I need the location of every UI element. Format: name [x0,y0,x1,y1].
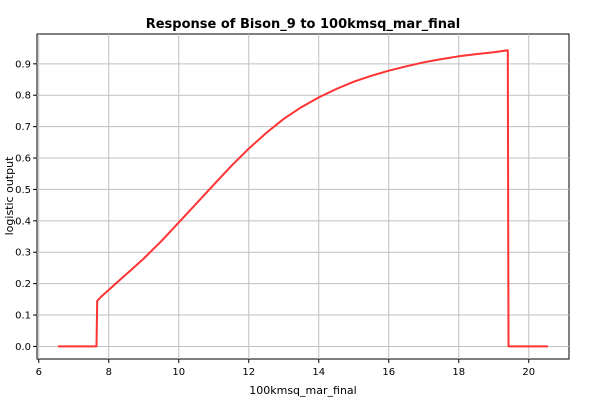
y-tick-label: 0.6 [15,154,31,165]
x-tick-label: 16 [382,367,395,378]
plot-area [36,33,570,360]
y-tick-label: 0.5 [15,185,31,196]
y-tick-label: 0.4 [15,216,31,227]
x-tick-label: 6 [36,367,42,378]
x-tick-label: 12 [242,367,255,378]
x-tick-label: 10 [172,367,185,378]
y-tick-label: 0.0 [15,342,31,353]
x-tick-label: 8 [106,367,112,378]
x-tick-label: 18 [452,367,465,378]
axis-ticks: 6 8 10 12 14 16 18 20 0.0 0.1 0.2 0.3 0.4 0.5 0.6 0.7 0.… [15,59,535,378]
y-tick-label: 0.2 [15,279,31,290]
y-axis-label: logistic output [3,156,16,235]
grid [37,34,569,359]
y-tick-label: 0.1 [15,311,31,322]
response-curve [58,49,548,348]
x-axis-label: 100kmsq_mar_final [249,384,356,397]
y-tick-label: 0.9 [15,59,31,70]
y-tick-label: 0.8 [15,91,31,102]
x-tick-label: 20 [522,367,535,378]
x-tick-label: 14 [312,367,325,378]
chart-title: Response of Bison_9 to 100kmsq_mar_final [146,17,461,32]
series-layer [58,49,548,348]
y-tick-label: 0.3 [15,248,31,259]
y-tick-label: 0.7 [15,122,31,133]
